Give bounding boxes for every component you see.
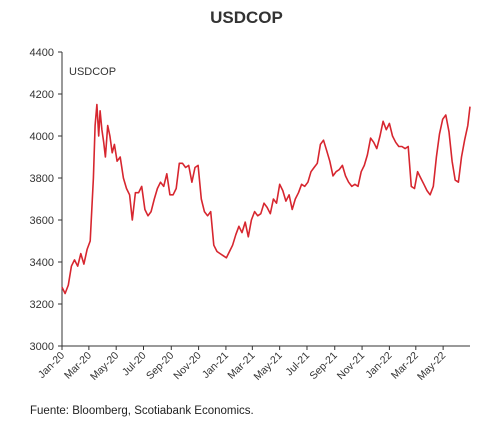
source-note: Fuente: Bloomberg, Scotiabank Economics. [30,405,254,417]
y-tick-label: 3400 [30,257,54,269]
chart-axes [61,52,470,347]
series-lines [61,103,471,295]
x-tick-label: Sep-20 [144,350,177,383]
y-tick-label: 3000 [30,341,54,353]
chart-title: USDCOP [210,8,283,27]
x-tick-label: May-22 [415,350,448,383]
x-axis-ticks: Jan-20Mar-20May-20Jul-20Sep-20Nov-20Jan-… [36,346,448,383]
x-tick-label: Sep-21 [307,350,340,383]
series-line-usdcop [61,103,471,295]
x-tick-label: Jan-20 [36,350,67,381]
x-tick-label: Jan-22 [363,350,394,381]
series-label-usdcop: USDCOP [69,66,116,78]
x-tick-label: Nov-21 [335,350,368,383]
y-axis-ticks: 3000 3200 3400 3600 3800 4000 4200 4400 [30,47,62,353]
y-tick-label: 4400 [30,47,54,59]
y-tick-label: 3800 [30,173,54,185]
x-tick-label: Nov-20 [171,350,204,383]
y-tick-label: 3200 [30,299,54,311]
x-tick-label: May-21 [252,350,285,383]
y-tick-label: 4200 [30,89,54,101]
x-tick-label: May-20 [88,350,121,383]
y-tick-label: 4000 [30,131,54,143]
y-tick-label: 3600 [30,215,54,227]
x-tick-label: Jan-21 [200,350,231,381]
